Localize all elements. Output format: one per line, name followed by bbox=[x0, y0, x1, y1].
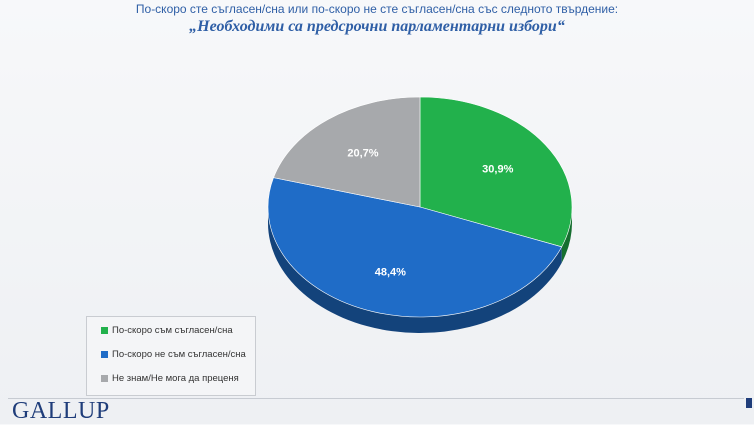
legend-item-disagree: По-скоро не съм съгласен/сна bbox=[101, 349, 246, 360]
pie-slice-0 bbox=[419, 96, 573, 248]
legend-label-disagree: По-скоро не съм съгласен/сна bbox=[112, 349, 246, 360]
legend-item-agree: По-скоро съм съгласен/сна bbox=[101, 325, 233, 336]
pie-slice-label-0: 30,9% bbox=[482, 163, 513, 175]
pie-slice-side-0 bbox=[561, 207, 572, 263]
chart-subtitle: По-скоро сте съгласен/сна или по-скоро н… bbox=[135, 2, 619, 16]
legend-swatch-disagree bbox=[101, 351, 108, 358]
pie-slice-label-2: 20,7% bbox=[347, 148, 378, 160]
legend-label-dontknow: Не знам/Не мога да преценя bbox=[112, 373, 239, 384]
pie-slice-label-1: 48,4% bbox=[375, 267, 406, 279]
legend-swatch-agree bbox=[101, 327, 108, 334]
legend-item-dontknow: Не знам/Не мога да преценя bbox=[101, 373, 239, 384]
gallup-logo: GALLUP bbox=[12, 398, 110, 424]
chart-legend: По-скоро съм съгласен/сна По-скоро не съ… bbox=[86, 316, 256, 396]
corner-mark bbox=[746, 398, 752, 408]
pie-slice-2 bbox=[273, 96, 421, 208]
footer-divider bbox=[8, 398, 744, 399]
legend-label-agree: По-скоро съм съгласен/сна bbox=[112, 325, 233, 336]
pie-labels-layer: 30,9% 48,4% 20,7% bbox=[347, 148, 513, 279]
legend-swatch-dontknow bbox=[101, 375, 108, 382]
pie-top-layer bbox=[267, 96, 573, 318]
pie-slice-1 bbox=[267, 177, 563, 318]
chart-title: „Необходими са предсрочни парламентарни … bbox=[189, 18, 565, 35]
